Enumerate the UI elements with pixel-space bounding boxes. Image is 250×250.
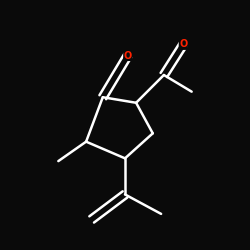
Text: O: O	[179, 40, 188, 50]
Text: O: O	[124, 50, 132, 60]
